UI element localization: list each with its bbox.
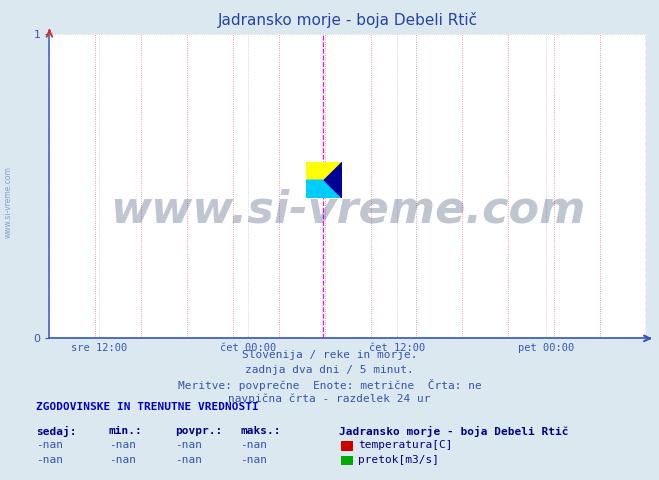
Text: pretok[m3/s]: pretok[m3/s]	[358, 455, 439, 465]
Text: maks.:: maks.:	[241, 426, 281, 436]
Text: min.:: min.:	[109, 426, 142, 436]
Polygon shape	[324, 162, 342, 198]
Text: www.si-vreme.com: www.si-vreme.com	[3, 166, 13, 238]
Text: Slovenija / reke in morje.: Slovenija / reke in morje.	[242, 350, 417, 360]
Text: www.si-vreme.com: www.si-vreme.com	[110, 189, 585, 232]
Text: -nan: -nan	[241, 455, 268, 465]
Text: Meritve: povprečne  Enote: metrične  Črta: ne: Meritve: povprečne Enote: metrične Črta:…	[178, 379, 481, 391]
Text: temperatura[C]: temperatura[C]	[358, 440, 452, 450]
Text: zadnja dva dni / 5 minut.: zadnja dva dni / 5 minut.	[245, 365, 414, 375]
Text: ZGODOVINSKE IN TRENUTNE VREDNOSTI: ZGODOVINSKE IN TRENUTNE VREDNOSTI	[36, 402, 259, 412]
Text: -nan: -nan	[36, 440, 63, 450]
Text: -nan: -nan	[175, 455, 202, 465]
Text: -nan: -nan	[109, 455, 136, 465]
Text: -nan: -nan	[109, 440, 136, 450]
Text: sedaj:: sedaj:	[36, 426, 76, 437]
Text: Jadransko morje - boja Debeli Rtič: Jadransko morje - boja Debeli Rtič	[339, 426, 569, 437]
Polygon shape	[306, 180, 342, 198]
Text: -nan: -nan	[175, 440, 202, 450]
Title: Jadransko morje - boja Debeli Rtič: Jadransko morje - boja Debeli Rtič	[217, 12, 478, 28]
Text: povpr.:: povpr.:	[175, 426, 222, 436]
Text: navpična črta - razdelek 24 ur: navpična črta - razdelek 24 ur	[228, 394, 431, 404]
Text: -nan: -nan	[36, 455, 63, 465]
Text: -nan: -nan	[241, 440, 268, 450]
Polygon shape	[306, 162, 342, 180]
